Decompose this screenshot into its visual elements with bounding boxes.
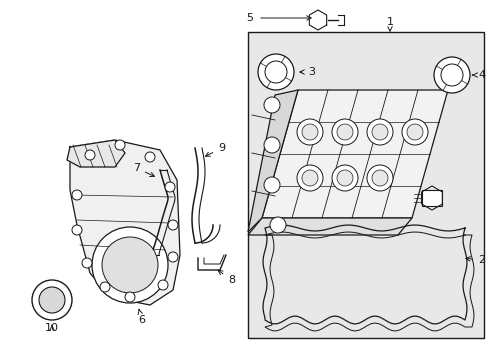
Polygon shape xyxy=(247,90,297,232)
Circle shape xyxy=(39,287,65,313)
Bar xyxy=(421,190,441,206)
Circle shape xyxy=(72,225,82,235)
Circle shape xyxy=(331,119,357,145)
Circle shape xyxy=(264,97,280,113)
Text: 1: 1 xyxy=(386,17,393,27)
Text: 6: 6 xyxy=(138,309,145,325)
Circle shape xyxy=(371,124,387,140)
Circle shape xyxy=(168,252,178,262)
Circle shape xyxy=(85,150,95,160)
Polygon shape xyxy=(70,140,180,305)
Circle shape xyxy=(72,190,82,200)
Circle shape xyxy=(100,282,110,292)
Circle shape xyxy=(269,217,285,233)
Polygon shape xyxy=(262,90,447,218)
Circle shape xyxy=(82,258,92,268)
Circle shape xyxy=(401,119,427,145)
Circle shape xyxy=(366,119,392,145)
Circle shape xyxy=(168,220,178,230)
Circle shape xyxy=(331,165,357,191)
Bar xyxy=(247,32,483,338)
Text: 3: 3 xyxy=(299,67,314,77)
Circle shape xyxy=(158,280,168,290)
Text: 10: 10 xyxy=(45,323,59,333)
Circle shape xyxy=(336,170,352,186)
Circle shape xyxy=(264,177,280,193)
Text: 8: 8 xyxy=(218,270,235,285)
Circle shape xyxy=(406,124,422,140)
Polygon shape xyxy=(67,140,125,167)
Circle shape xyxy=(32,280,72,320)
Circle shape xyxy=(302,124,317,140)
Circle shape xyxy=(264,61,286,83)
Circle shape xyxy=(125,292,135,302)
Circle shape xyxy=(433,57,469,93)
Circle shape xyxy=(258,54,293,90)
Circle shape xyxy=(296,119,323,145)
Text: 4: 4 xyxy=(471,70,484,80)
Circle shape xyxy=(302,170,317,186)
Circle shape xyxy=(371,170,387,186)
Text: 2: 2 xyxy=(465,255,484,265)
Circle shape xyxy=(102,237,158,293)
Circle shape xyxy=(145,152,155,162)
Text: 7: 7 xyxy=(133,163,154,176)
Polygon shape xyxy=(247,218,411,235)
Circle shape xyxy=(440,64,462,86)
Circle shape xyxy=(115,140,125,150)
Circle shape xyxy=(366,165,392,191)
Circle shape xyxy=(92,227,168,303)
Text: 9: 9 xyxy=(205,143,224,156)
Circle shape xyxy=(264,137,280,153)
Circle shape xyxy=(164,182,175,192)
Circle shape xyxy=(336,124,352,140)
Text: 5: 5 xyxy=(245,13,252,23)
Circle shape xyxy=(296,165,323,191)
